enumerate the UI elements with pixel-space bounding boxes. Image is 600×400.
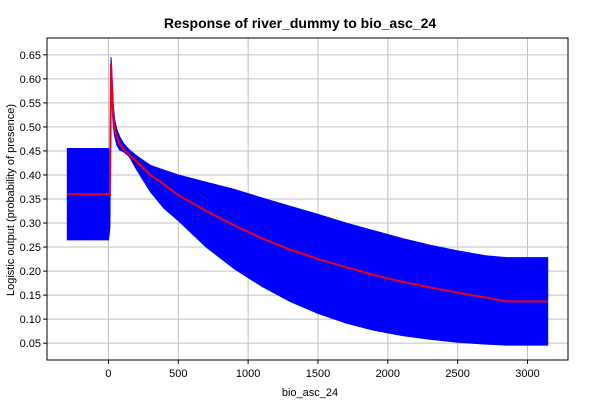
confidence-band-area xyxy=(66,57,549,346)
y-tick-label: 0.45 xyxy=(20,146,41,158)
mean-response-layer xyxy=(67,64,548,303)
x-tick-label: 1000 xyxy=(236,368,260,380)
y-tick-label: 0.05 xyxy=(20,338,41,350)
x-axis-label: bio_asc_24 xyxy=(282,387,338,399)
y-tick-label: 0.25 xyxy=(20,242,41,254)
y-axis-ticks: 0.05 0.10 0.15 0.20 0.25 0.30 0.35 0.40 0.45 0.50… xyxy=(20,50,47,350)
y-tick-label: 0.35 xyxy=(20,194,41,206)
y-tick-label: 0.10 xyxy=(20,314,41,326)
x-tick-label: 500 xyxy=(169,368,187,380)
y-tick-label: 0.65 xyxy=(20,50,41,62)
x-tick-label: 0 xyxy=(105,368,111,380)
x-tick-label: 2000 xyxy=(376,368,400,380)
y-tick-label: 0.40 xyxy=(20,170,41,182)
y-tick-label: 0.15 xyxy=(20,290,41,302)
confidence-band xyxy=(66,57,549,346)
y-tick-label: 0.30 xyxy=(20,218,41,230)
x-tick-label: 3000 xyxy=(515,368,539,380)
mean-response-line xyxy=(67,64,548,303)
y-axis-label: Logistic output (probability of presence… xyxy=(5,104,17,296)
x-tick-label: 2500 xyxy=(445,368,469,380)
x-axis-ticks: 0 500 1000 1500 2000 2500 3000 xyxy=(105,360,540,380)
y-tick-label: 0.55 xyxy=(20,98,41,110)
y-tick-label: 0.50 xyxy=(20,122,41,134)
x-tick-label: 1500 xyxy=(306,368,330,380)
chart-title: Response of river_dummy to bio_asc_24 xyxy=(164,15,437,31)
y-tick-label: 0.20 xyxy=(20,266,41,278)
y-tick-label: 0.60 xyxy=(20,74,41,86)
